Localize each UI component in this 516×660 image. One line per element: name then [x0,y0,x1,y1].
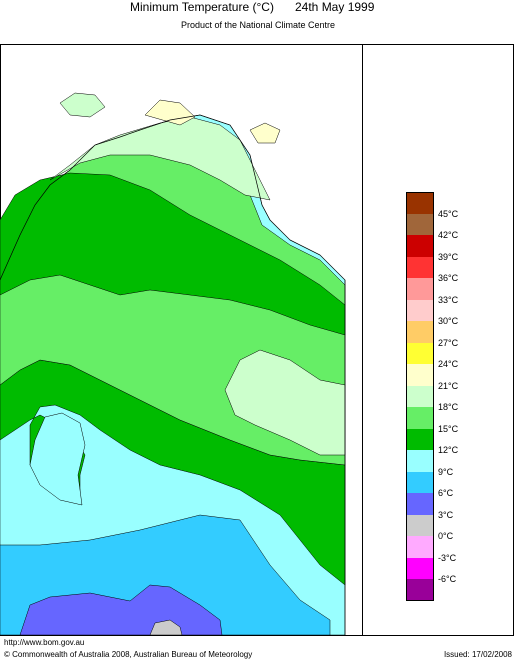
legend-label: 42°C [438,230,459,240]
legend-swatch [406,235,434,257]
legend-label: 36°C [438,273,459,283]
legend-swatch [406,579,434,601]
legend-label: -6°C [438,574,457,584]
region-21-24-b [249,122,281,144]
legend-label: 21°C [438,380,459,391]
title-row: Minimum Temperature (°C) 24th May 1999 [0,0,516,18]
map-title: Minimum Temperature (°C) [130,0,274,14]
legend-swatch [406,471,434,493]
legend-label: 45°C [438,208,459,219]
map-date: 24th May 1999 [295,0,375,14]
legend-swatch [406,364,434,386]
legend-swatch [406,278,434,300]
coastline [0,114,346,635]
temperature-map [0,92,346,635]
legend-swatch [406,493,434,515]
legend-label: 33°C [438,294,459,305]
map-subtitle: Product of the National Climate Centre [180,20,336,30]
legend-swatch [406,557,434,579]
legend-label: 12°C [438,445,459,455]
legend-label: 0°C [438,531,454,541]
footer-url: http://www.bom.gov.au [4,638,85,647]
legend-divider [362,44,363,636]
region-18-21-north [49,116,271,201]
legend-label: 18°C [438,402,459,412]
region-21-24-a [144,99,196,126]
legend-color-bar [406,192,434,601]
legend-label: 15°C [438,423,459,434]
legend-swatch [406,450,434,472]
legend-swatch [406,407,434,429]
legend-label: 9°C [438,466,454,477]
legend-swatch [406,192,434,214]
island [59,92,106,118]
legend-label: 6°C [438,488,454,498]
legend-swatch [406,213,434,235]
legend-label: 27°C [438,337,459,348]
legend-label: 24°C [438,359,459,369]
footer-issued: Issued: 17/02/2008 [443,650,512,659]
legend-label: 39°C [438,251,459,262]
legend-swatch [406,536,434,558]
legend-swatch [406,321,434,343]
region-0-3 [149,619,183,635]
footer-copyright: © Commonwealth of Australia 2008, Austra… [4,650,253,659]
region-9-12-pocket [29,412,86,506]
legend-swatch [406,256,434,278]
legend-swatch [406,428,434,450]
legend-swatch [406,342,434,364]
legend-swatch [406,514,434,536]
legend-label: 30°C [438,316,459,326]
legend-label: -3°C [438,552,457,563]
legend-swatch [406,385,434,407]
legend-swatch [406,299,434,321]
legend-label: 3°C [438,509,454,520]
